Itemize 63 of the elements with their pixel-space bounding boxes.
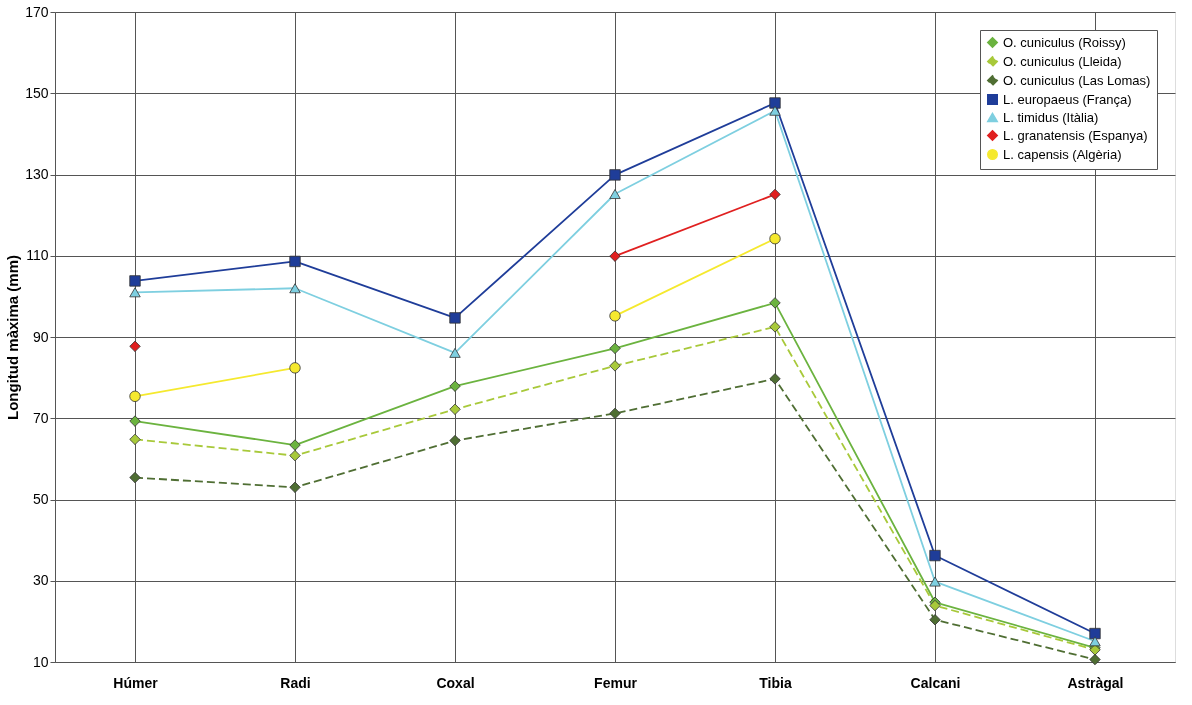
point	[769, 321, 781, 333]
x-tick-label: Coxal	[436, 674, 475, 691]
point	[769, 233, 781, 245]
point	[769, 297, 781, 309]
x-tick-label: Húmer	[113, 674, 159, 691]
point	[929, 549, 941, 562]
point	[129, 471, 141, 484]
point	[769, 373, 781, 385]
x-tick-label: Femur	[594, 674, 638, 691]
point	[1089, 627, 1101, 640]
legend-label: L. timidus (Itàlia)	[1003, 109, 1099, 125]
y-tick-label: 50	[32, 491, 49, 507]
y-tick-label: 110	[26, 247, 49, 264]
point	[1089, 636, 1101, 647]
point	[609, 342, 621, 355]
point	[449, 380, 461, 392]
point	[449, 403, 461, 415]
y-axis-title: Longitud màxima (mm)	[4, 254, 22, 421]
point	[129, 287, 141, 298]
point	[929, 576, 941, 587]
legend-label: L. europaeus (França)	[1003, 91, 1132, 107]
legend-label: L. granatensis (Espanya)	[1003, 127, 1148, 143]
legend-label: O. cuniculus (Lleida)	[1003, 53, 1122, 69]
point	[609, 407, 621, 420]
point	[769, 97, 781, 109]
y-tick-label: 70	[32, 409, 49, 426]
point	[769, 188, 781, 201]
point	[1089, 653, 1101, 666]
point	[609, 310, 621, 322]
point	[289, 255, 301, 268]
y-tick-label: 90	[32, 328, 49, 345]
point	[129, 433, 141, 446]
point	[129, 275, 141, 287]
point	[129, 340, 141, 352]
y-tick-label: 130	[25, 166, 49, 182]
point	[289, 283, 301, 294]
x-tick-label: Radi	[280, 674, 311, 691]
y-tick-label: 150	[25, 84, 49, 101]
point	[929, 599, 941, 612]
point	[129, 390, 141, 402]
point	[289, 481, 301, 493]
x-tick-label: Calcani	[910, 674, 961, 691]
point	[289, 439, 301, 451]
point	[449, 434, 461, 447]
point	[449, 312, 461, 324]
point	[129, 415, 141, 427]
point	[449, 347, 461, 358]
point	[609, 189, 621, 199]
point	[609, 360, 621, 372]
point	[609, 250, 621, 262]
point	[289, 449, 301, 462]
point	[289, 362, 301, 374]
point	[609, 169, 621, 181]
point	[769, 105, 781, 116]
y-tick-label: 170	[25, 3, 49, 20]
y-tick-label: 10	[32, 653, 49, 670]
legend-label: O. cuniculus (Las Lomas)	[1003, 72, 1151, 88]
x-tick-label: Astràgal	[1067, 674, 1124, 691]
legend-label: L. capensis (Algèria)	[1003, 146, 1122, 162]
legend-label: O. cuniculus (Roissy)	[1003, 34, 1126, 50]
point	[929, 614, 941, 626]
y-tick-label: 30	[32, 572, 49, 589]
x-tick-label: Tibia	[759, 674, 792, 691]
